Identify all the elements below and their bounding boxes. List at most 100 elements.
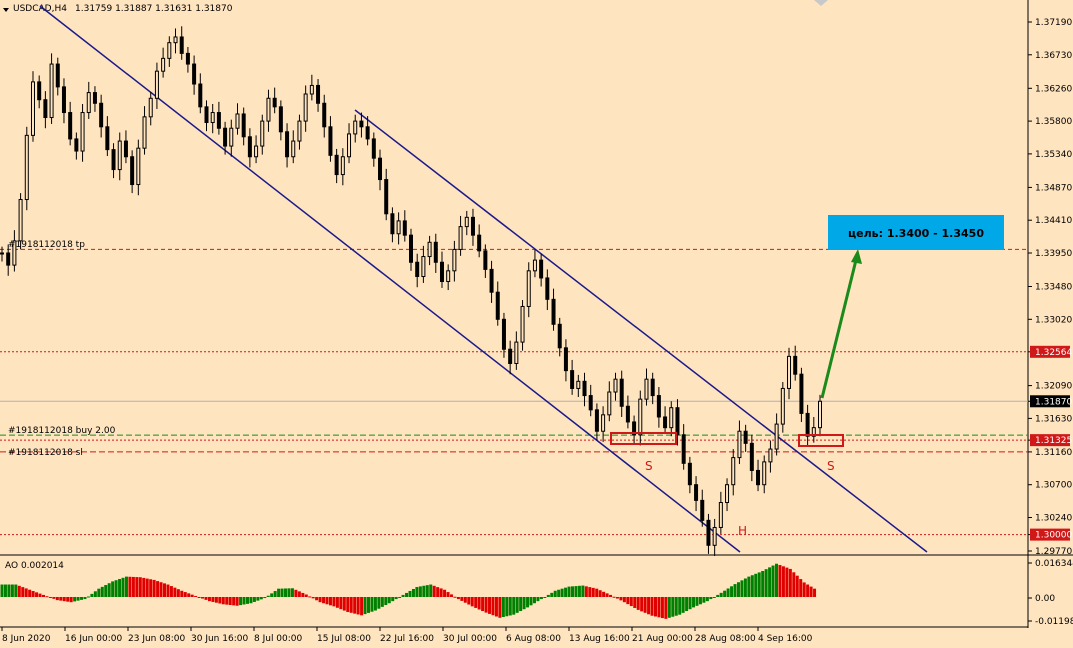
ao-bar <box>83 597 87 600</box>
candle-body <box>24 134 29 201</box>
ao-bar <box>726 588 730 597</box>
sl-order-label[interactable]: #1918112018 sl <box>8 448 83 458</box>
price-tick-label: 1.33950 <box>1035 249 1072 259</box>
ao-bar <box>609 594 613 597</box>
ao-bar <box>107 583 111 597</box>
ao-bar <box>432 585 436 597</box>
price-tag <box>1030 345 1070 358</box>
candle-body <box>92 92 97 104</box>
candle-body <box>6 252 11 266</box>
ao-bar <box>736 582 740 597</box>
candle-body <box>247 136 252 158</box>
ao-bar <box>519 597 523 612</box>
ao-bar <box>131 576 135 597</box>
candle-body <box>0 252 4 255</box>
ao-bar <box>145 578 149 597</box>
candle-body <box>508 348 513 364</box>
ao-bar <box>581 585 585 597</box>
ao-bar <box>522 597 526 610</box>
candle-body <box>675 407 680 436</box>
ao-bar <box>750 575 754 597</box>
ao-bar <box>270 593 274 597</box>
ao-bar <box>214 597 218 603</box>
candle-body <box>55 63 60 88</box>
candle-body <box>619 378 624 407</box>
candle-body <box>235 113 240 129</box>
ao-bar <box>536 597 540 602</box>
time-axis[interactable]: 8 Jun 2020 16 Jun 00:00 23 Jun 08:00 30 Jun… <box>1 627 813 644</box>
ao-bar <box>584 586 588 597</box>
ao-bar <box>349 597 353 613</box>
price-axis[interactable]: 1.37190 1.36730 1.36260 1.35800 1.35340 1.348… <box>1028 18 1072 557</box>
candle-body <box>334 154 339 176</box>
ao-bar <box>367 597 371 613</box>
candle-body <box>452 248 457 272</box>
ao-bar <box>698 597 702 605</box>
chart-menu-icon[interactable] <box>3 8 9 12</box>
candle-body <box>80 112 85 152</box>
candle-body <box>378 157 383 181</box>
candle-body <box>464 216 469 228</box>
ao-bar <box>180 590 184 597</box>
candle-body <box>539 259 544 279</box>
candle-body <box>241 113 246 138</box>
ao-bar <box>221 597 225 605</box>
ao-bar <box>577 585 581 597</box>
ao-bar <box>90 593 94 597</box>
candle-body <box>322 102 327 128</box>
ao-bar <box>207 597 211 602</box>
ao-bar <box>802 582 806 597</box>
ao-bar <box>477 597 481 610</box>
ao-bar <box>225 597 229 605</box>
ao-bar <box>605 593 609 597</box>
ao-bar <box>10 584 14 597</box>
price-tick-label: 1.30000 <box>1035 531 1072 541</box>
ao-bar <box>806 584 810 597</box>
time-tick-label: 4 Sep 16:00 <box>758 634 813 644</box>
candle-body <box>644 378 649 400</box>
ao-bar <box>488 597 492 614</box>
ao-bar <box>453 596 457 598</box>
candle-body <box>613 378 618 393</box>
ao-bar <box>474 597 478 608</box>
target-label: цель: 1.3400 - 1.3450 <box>848 227 984 240</box>
ao-bar <box>681 597 685 613</box>
candle-body <box>601 414 606 432</box>
ao-bar <box>449 594 453 597</box>
ao-bar <box>252 597 256 602</box>
ao-bar <box>166 584 170 597</box>
candle-body <box>557 323 562 349</box>
ao-bar <box>380 597 384 607</box>
candle-body <box>409 234 413 263</box>
buy-order-label[interactable]: #1918112018 buy 2.00 <box>8 426 116 436</box>
candle-body <box>185 52 190 65</box>
tp-order-label[interactable]: #1918112018 tp <box>8 240 85 250</box>
candle-body <box>316 84 321 104</box>
ao-bar <box>335 597 339 608</box>
ao-bar <box>498 597 502 618</box>
candle-body <box>365 126 370 140</box>
candle-body <box>650 378 655 397</box>
ao-bar <box>515 597 519 613</box>
ao-bar <box>183 592 187 597</box>
candle-body <box>588 395 593 411</box>
ao-bar <box>194 595 198 597</box>
candle-body <box>105 126 110 151</box>
candle-body <box>594 409 599 432</box>
ao-bar <box>284 588 288 597</box>
time-tick-label: 8 Jul 00:00 <box>254 634 303 644</box>
ao-bar <box>598 590 602 597</box>
ao-bar <box>657 597 661 618</box>
ao-bar <box>723 590 727 597</box>
ao-bar <box>591 587 595 597</box>
channel-upper-line <box>354 109 928 553</box>
ao-bar <box>104 585 108 597</box>
ao-bar <box>795 575 799 597</box>
ao-bar <box>529 597 533 606</box>
time-tick-label: 30 Jul 00:00 <box>443 634 497 644</box>
candle-body <box>12 240 17 266</box>
ao-bar <box>218 597 222 604</box>
candle-body <box>551 298 556 325</box>
price-candles <box>0 26 822 556</box>
